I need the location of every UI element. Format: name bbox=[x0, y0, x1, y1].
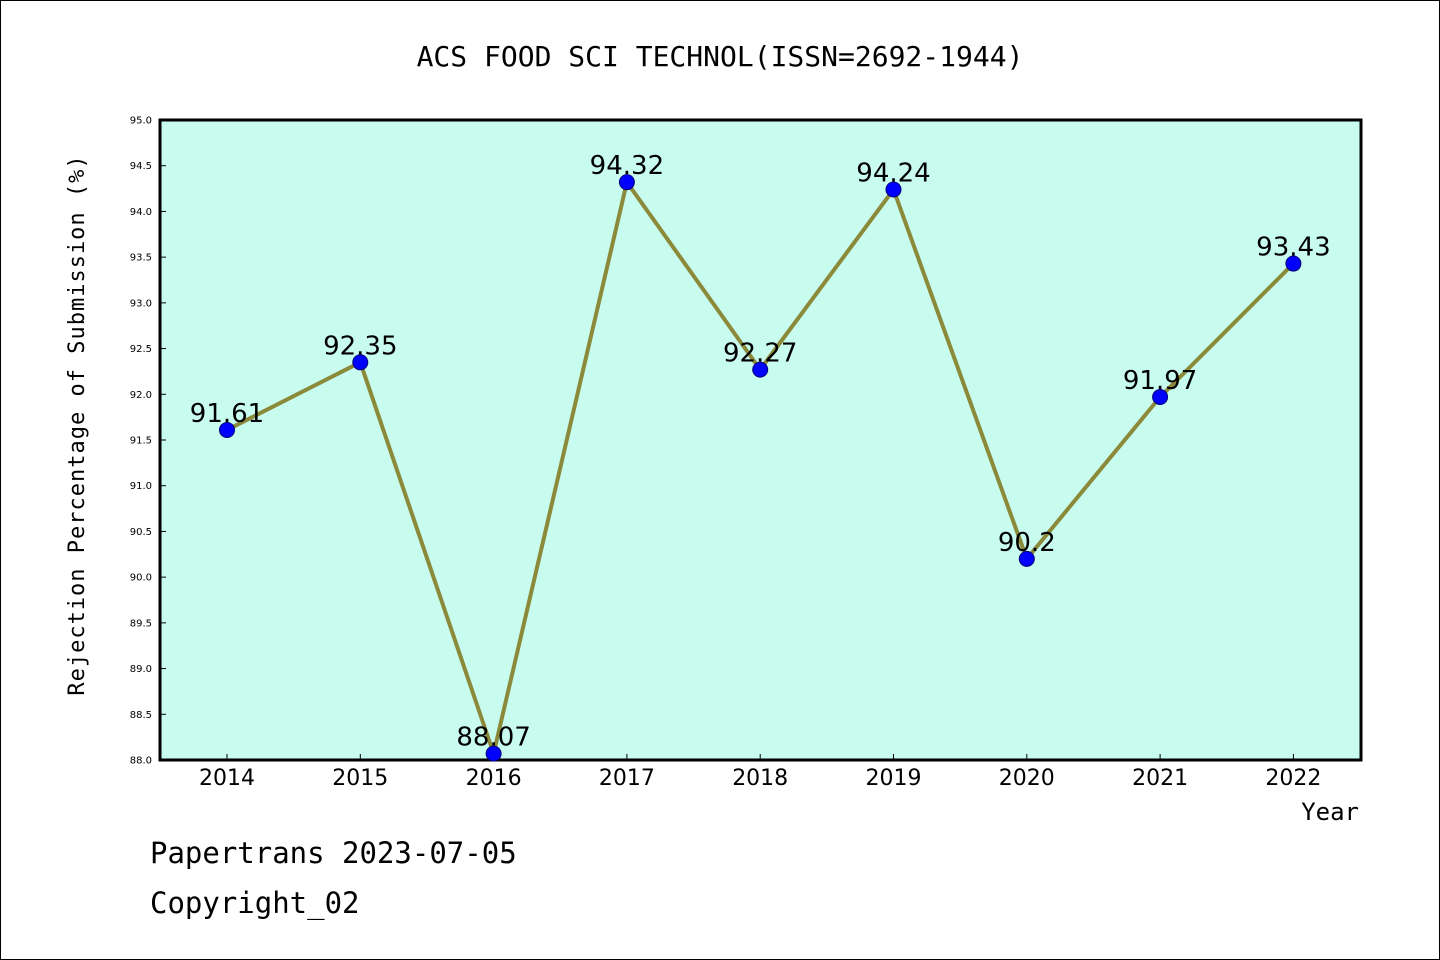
x-tick-label: 2018 bbox=[732, 766, 788, 791]
x-tick-label: 2017 bbox=[599, 766, 655, 791]
data-point bbox=[352, 354, 369, 371]
x-tick-label: 2015 bbox=[332, 766, 388, 791]
y-axis-label: Rejection Percentage of Submission (%) bbox=[65, 154, 90, 695]
data-point bbox=[885, 181, 902, 198]
chart-title: ACS FOOD SCI TECHNOL(ISSN=2692-1944) bbox=[417, 40, 1024, 73]
x-axis: 2014 2015 2016 2017 2018 2019 2020 2021 2022 bbox=[199, 754, 1321, 791]
x-tick-label: 2019 bbox=[866, 766, 922, 791]
y-tick-label: 88.5 bbox=[130, 710, 152, 721]
y-tick-label: 92.5 bbox=[130, 344, 152, 355]
data-label: 91.97 bbox=[1123, 366, 1197, 396]
data-label: 94.32 bbox=[590, 151, 664, 181]
data-label: 91.61 bbox=[190, 399, 264, 429]
x-axis-label: Year bbox=[1301, 798, 1359, 826]
data-point bbox=[485, 745, 502, 762]
x-tick-label: 2016 bbox=[466, 766, 522, 791]
y-tick-label: 91.0 bbox=[130, 481, 152, 492]
y-tick-label: 94.0 bbox=[130, 207, 152, 218]
data-point bbox=[1285, 255, 1302, 272]
y-tick-label: 89.0 bbox=[130, 664, 152, 675]
data-label: 92.27 bbox=[723, 339, 797, 369]
data-point bbox=[1152, 389, 1169, 406]
y-tick-label: 93.5 bbox=[130, 253, 152, 264]
x-tick-label: 2022 bbox=[1265, 766, 1321, 791]
y-tick-label: 95.0 bbox=[130, 116, 152, 127]
data-point bbox=[752, 361, 769, 378]
data-point bbox=[219, 421, 235, 438]
y-tick-label: 90.0 bbox=[130, 573, 152, 584]
plot-area bbox=[158, 118, 1363, 762]
y-axis: 88.0 88.5 89.0 89.5 90.0 90.5 91.0 91.5 92.0 92.5… bbox=[130, 116, 166, 767]
footer-date: Papertrans 2023-07-05 bbox=[150, 836, 517, 870]
data-label: 92.35 bbox=[323, 331, 397, 361]
x-tick-label: 2021 bbox=[1132, 766, 1188, 791]
y-tick-label: 92.0 bbox=[130, 390, 152, 401]
data-label: 94.24 bbox=[856, 158, 930, 188]
y-tick-label: 88.0 bbox=[130, 756, 152, 767]
data-label: 90.2 bbox=[998, 528, 1056, 558]
x-tick-label: 2020 bbox=[999, 766, 1055, 791]
data-point bbox=[618, 174, 635, 191]
y-tick-label: 89.5 bbox=[130, 618, 152, 629]
y-tick-label: 91.5 bbox=[130, 436, 152, 447]
data-label: 93.43 bbox=[1256, 233, 1330, 263]
series: 91.61 92.35 88.07 94.32 92.27 94.24 90.2 91.97 9… bbox=[190, 151, 1331, 762]
y-tick-label: 94.5 bbox=[130, 161, 152, 172]
y-tick-label: 93.0 bbox=[130, 298, 152, 309]
data-point bbox=[1018, 550, 1035, 567]
y-tick-label: 90.5 bbox=[130, 527, 152, 538]
footer-copyright: Copyright_02 bbox=[150, 886, 360, 920]
data-label: 88.07 bbox=[456, 723, 530, 753]
x-tick-label: 2014 bbox=[199, 766, 255, 791]
